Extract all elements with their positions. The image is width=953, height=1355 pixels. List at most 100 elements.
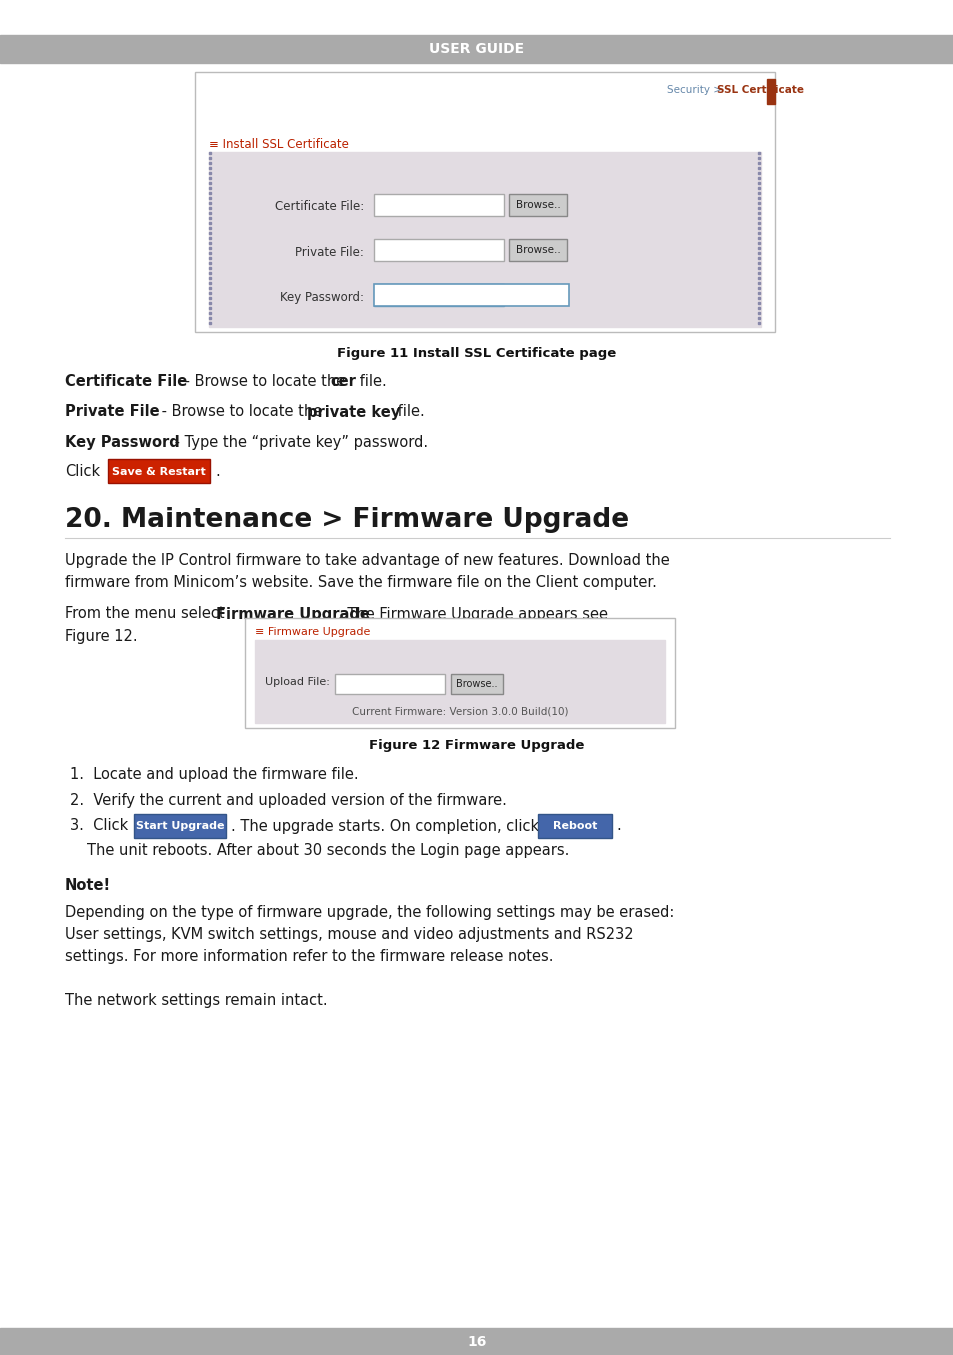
Bar <box>254 640 664 724</box>
Text: Upgrade the IP Control firmware to take advantage of new features. Download the: Upgrade the IP Control firmware to take … <box>65 553 669 568</box>
Text: Current Firmware: Version 3.0.0 Build(10): Current Firmware: Version 3.0.0 Build(10… <box>352 707 568 717</box>
Bar <box>209 232 212 234</box>
Bar <box>209 247 212 249</box>
Bar <box>758 182 760 184</box>
Bar <box>758 217 760 220</box>
Text: 3.  Click: 3. Click <box>70 818 128 833</box>
Bar <box>758 321 760 324</box>
Text: Upload File:: Upload File: <box>265 678 330 687</box>
Text: USER GUIDE: USER GUIDE <box>429 42 524 56</box>
Text: Figure 12.: Figure 12. <box>65 629 137 644</box>
Text: Start Upgrade: Start Upgrade <box>135 821 224 831</box>
Bar <box>758 276 760 279</box>
Text: ≡ Install SSL Certificate: ≡ Install SSL Certificate <box>209 137 349 150</box>
Text: Depending on the type of firmware upgrade, the following settings may be erased:: Depending on the type of firmware upgrad… <box>65 905 674 920</box>
Bar <box>758 221 760 224</box>
Bar <box>758 191 760 194</box>
Bar <box>758 297 760 299</box>
Text: Certificate File:: Certificate File: <box>274 201 364 214</box>
Bar <box>758 226 760 229</box>
Bar <box>209 176 212 179</box>
Text: The unit reboots. After about 30 seconds the Login page appears.: The unit reboots. After about 30 seconds… <box>87 843 569 858</box>
Bar <box>758 267 760 270</box>
Text: firmware from Minicom’s website. Save the firmware file on the Client computer.: firmware from Minicom’s website. Save th… <box>65 575 657 589</box>
Bar <box>758 196 760 199</box>
Bar <box>758 202 760 205</box>
Text: private key: private key <box>307 405 400 420</box>
Bar <box>209 152 212 154</box>
Bar <box>758 302 760 304</box>
Text: SSL Certificate: SSL Certificate <box>717 85 803 95</box>
Bar <box>209 196 212 199</box>
Text: Note!: Note! <box>65 878 111 893</box>
Bar <box>209 182 212 184</box>
FancyBboxPatch shape <box>374 285 568 306</box>
Bar <box>209 241 212 244</box>
Bar <box>758 156 760 159</box>
Text: User settings, KVM switch settings, mouse and video adjustments and RS232: User settings, KVM switch settings, mous… <box>65 927 633 942</box>
FancyBboxPatch shape <box>451 673 502 694</box>
Text: cer: cer <box>330 374 355 389</box>
Text: Figure 11 Install SSL Certificate page: Figure 11 Install SSL Certificate page <box>337 347 616 360</box>
Bar <box>758 291 760 294</box>
Text: Key Password: Key Password <box>65 435 179 450</box>
Bar <box>758 161 760 164</box>
Text: Security >: Security > <box>666 85 721 95</box>
Text: Private File:: Private File: <box>294 245 364 259</box>
Bar <box>758 241 760 244</box>
Bar <box>209 156 212 159</box>
Text: .: . <box>214 465 219 480</box>
Bar <box>209 317 212 318</box>
Text: - Type the “private key” password.: - Type the “private key” password. <box>170 435 428 450</box>
FancyBboxPatch shape <box>245 618 675 728</box>
Text: settings. For more information refer to the firmware release notes.: settings. For more information refer to … <box>65 948 553 963</box>
Text: Key Password:: Key Password: <box>280 290 364 304</box>
Text: From the menu select: From the menu select <box>65 607 229 622</box>
Bar <box>758 187 760 188</box>
Bar <box>766 79 774 104</box>
Bar <box>758 282 760 285</box>
Bar <box>758 306 760 309</box>
Bar <box>209 321 212 324</box>
Bar <box>209 237 212 238</box>
Text: Browse..: Browse.. <box>456 679 497 688</box>
Text: 20. Maintenance > Firmware Upgrade: 20. Maintenance > Firmware Upgrade <box>65 507 628 533</box>
Text: Click: Click <box>65 465 100 480</box>
Text: Browse..: Browse.. <box>515 245 559 255</box>
FancyBboxPatch shape <box>108 459 210 482</box>
Bar <box>0 35 953 62</box>
Bar <box>209 217 212 220</box>
Text: Certificate File: Certificate File <box>65 374 187 389</box>
Bar <box>758 317 760 318</box>
Bar <box>209 187 212 188</box>
Bar <box>758 252 760 253</box>
FancyBboxPatch shape <box>194 72 774 332</box>
Bar <box>758 312 760 314</box>
Text: file.: file. <box>355 374 386 389</box>
Bar <box>209 221 212 224</box>
Bar <box>209 276 212 279</box>
Bar <box>209 152 760 327</box>
Text: . The Firmware Upgrade appears see: . The Firmware Upgrade appears see <box>337 607 607 622</box>
FancyBboxPatch shape <box>509 194 566 215</box>
Bar <box>209 282 212 285</box>
Bar <box>209 226 212 229</box>
Text: Figure 12 Firmware Upgrade: Figure 12 Firmware Upgrade <box>369 740 584 752</box>
Text: 16: 16 <box>467 1335 486 1348</box>
Bar <box>758 237 760 238</box>
Bar <box>209 306 212 309</box>
Text: - Browse to locate the: - Browse to locate the <box>157 405 327 420</box>
Bar <box>758 172 760 173</box>
Bar <box>209 172 212 173</box>
Text: Private File: Private File <box>65 405 159 420</box>
FancyBboxPatch shape <box>335 673 444 694</box>
Text: . The upgrade starts. On completion, click: . The upgrade starts. On completion, cli… <box>231 818 538 833</box>
Bar <box>209 202 212 205</box>
Bar <box>209 262 212 264</box>
FancyBboxPatch shape <box>374 285 503 306</box>
Bar <box>209 252 212 253</box>
Text: Firmware Upgrade: Firmware Upgrade <box>215 607 370 622</box>
Bar <box>209 291 212 294</box>
FancyBboxPatch shape <box>509 238 566 262</box>
Bar <box>758 247 760 249</box>
